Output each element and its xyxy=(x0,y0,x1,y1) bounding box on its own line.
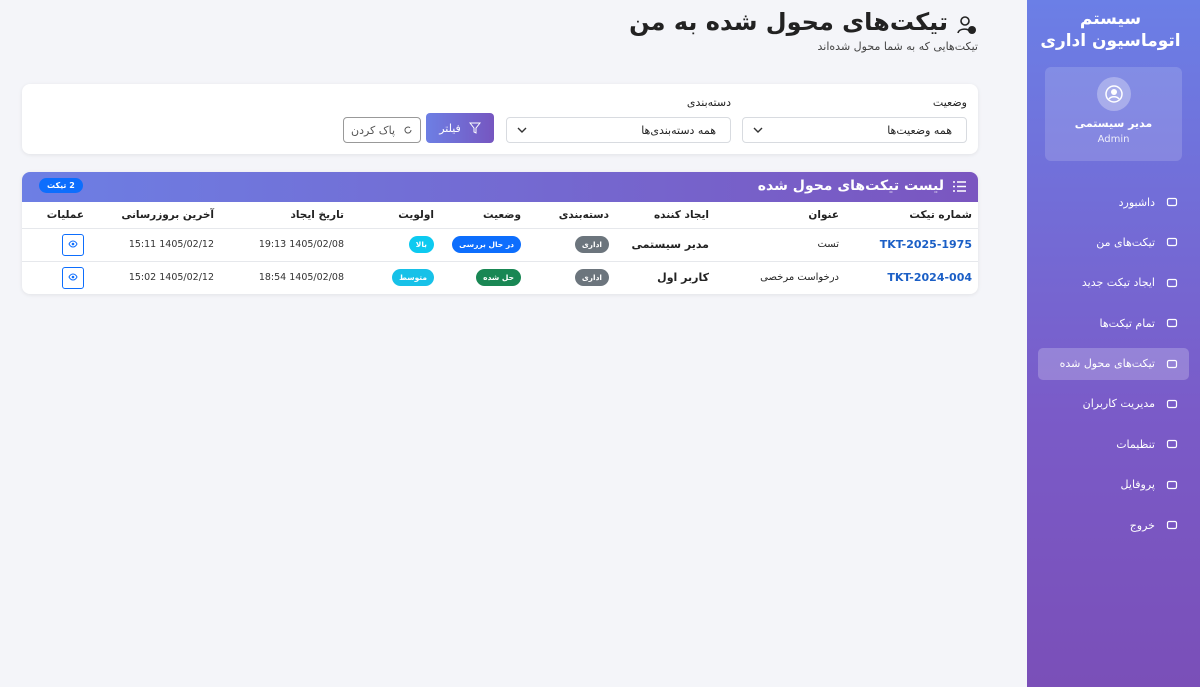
brand: سیستم اتوماسیون اداری xyxy=(1040,9,1181,51)
column-header: ایجاد کننده xyxy=(653,208,709,221)
user-name: مدیر سیستمی xyxy=(1074,117,1153,130)
menu-label: تنظیمات xyxy=(1116,437,1155,451)
cell: در حال بررسی xyxy=(440,227,527,261)
column-header: دسته‌بندی xyxy=(558,208,609,221)
updated-date: 1405/02/12 15:02 xyxy=(128,272,214,284)
category-value: همه دسته‌بندی‌ها xyxy=(641,124,716,137)
menu-item[interactable]: تیکت‌های من xyxy=(1038,226,1189,258)
priority-badge: متوسط xyxy=(392,269,434,287)
header-icon xyxy=(957,16,976,34)
menu-label: پروفایل xyxy=(1120,478,1155,492)
menu-label: داشبورد xyxy=(1118,195,1155,209)
menu-item[interactable]: مدیریت کاربران xyxy=(1038,388,1189,420)
cell: حل شده xyxy=(440,260,527,294)
menu-item[interactable]: پروفایل xyxy=(1038,469,1189,501)
ticket-creator: مدیر سیستمی xyxy=(631,238,709,251)
menu-item[interactable]: تیکت‌های محول شده xyxy=(1038,347,1189,380)
ticket-number[interactable]: TKT-2025-1975 xyxy=(879,238,972,251)
sidebar: سیستم اتوماسیون اداری مدیر سیستمی Admin … xyxy=(1027,0,1200,687)
cell: درخواست مرخصی xyxy=(715,260,845,294)
ticket-creator: کاربر اول xyxy=(657,271,709,285)
ticket-number[interactable]: TKT-2024-004 xyxy=(887,271,972,285)
status-badge: در حال بررسی xyxy=(452,236,521,253)
filter-button-text: فیلتر xyxy=(439,121,461,135)
cell: TKT-2025-1975 xyxy=(845,227,978,261)
tickets-table: شماره تیکت عنوان ایجاد کننده دسته‌بندی وضعیت… xyxy=(22,202,978,294)
cell: اداری xyxy=(527,260,615,294)
category-label: دسته‌بندی xyxy=(686,96,731,109)
category-select[interactable]: همه دسته‌بندی‌ها xyxy=(506,117,731,143)
column-header: آخرین بروزرسانی xyxy=(121,208,214,221)
avatar xyxy=(1096,77,1131,111)
category-badge: اداری xyxy=(574,236,609,253)
ticket-title: درخواست مرخصی xyxy=(760,272,839,284)
page-subtitle: تیکت‌هایی که به شما محول شده‌اند xyxy=(817,40,978,53)
header-row: شماره تیکت عنوان ایجاد کننده دسته‌بندی وضعیت… xyxy=(22,202,978,228)
user-card: مدیر سیستمی Admin xyxy=(1045,67,1182,161)
cell: تست xyxy=(715,227,845,261)
column-header: شماره تیکت xyxy=(909,208,972,221)
category-badge: اداری xyxy=(574,269,609,287)
cell: کاربر اول xyxy=(615,260,715,294)
menu-item[interactable]: تمام تیکت‌ها xyxy=(1038,307,1189,339)
menu-item[interactable]: ایجاد تیکت جدید xyxy=(1038,267,1189,299)
menu-label: تیکت‌های محول شده xyxy=(1059,357,1155,371)
menu-label: تمام تیکت‌ها xyxy=(1099,316,1156,330)
filter-card: وضعیت همه وضعیت‌ها دسته‌بندی همه دسته‌بن… xyxy=(22,84,978,154)
clear-button-text: پاک کردن xyxy=(350,123,396,137)
ticket-row: TKT-2024-004 درخواست مرخصی کاربر اول اداری ح… xyxy=(22,260,978,294)
page-title: تیکت‌های محول شده به من xyxy=(629,8,948,36)
user-role: Admin xyxy=(1097,134,1130,145)
status-select[interactable]: همه وضعیت‌ها xyxy=(742,117,967,143)
status-label: وضعیت xyxy=(932,96,967,109)
ticket-row: TKT-2025-1975 تست مدیر سیستمی اداری در حال ب… xyxy=(22,227,978,261)
menu-label: ایجاد تیکت جدید xyxy=(1081,276,1155,290)
menu: داشبورد تیکت‌های من ایجاد تیکت جدید تمام تی… xyxy=(1027,186,1200,550)
ticket-count: 2 تیکت xyxy=(39,178,83,193)
menu-item[interactable]: داشبورد xyxy=(1038,186,1189,218)
column-header: عملیات xyxy=(46,208,84,221)
view-button[interactable] xyxy=(62,233,84,256)
cell: 1405/02/12 15:02 xyxy=(90,260,220,294)
column-header: اولویت xyxy=(398,208,434,221)
list-icon xyxy=(953,181,966,192)
table-header: لیست تیکت‌های محول شده 2 تیکت xyxy=(22,172,978,202)
menu-label: تیکت‌های من xyxy=(1096,235,1155,249)
menu-item[interactable]: خروج xyxy=(1038,509,1189,541)
ticket-title: تست xyxy=(817,239,839,250)
menu-label: خروج xyxy=(1129,518,1155,532)
menu-label: مدیریت کاربران xyxy=(1082,397,1155,411)
cell: اداری xyxy=(527,227,615,261)
priority-badge: بالا xyxy=(408,236,434,253)
created-date: 1405/02/08 18:54 xyxy=(258,272,344,284)
cell xyxy=(22,260,90,294)
created-date: 1405/02/08 19:13 xyxy=(258,239,344,250)
menu-item[interactable]: تنظیمات xyxy=(1038,428,1189,460)
cell xyxy=(22,227,90,261)
cell: متوسط xyxy=(350,260,440,294)
table-body: TKT-2025-1975 تست مدیر سیستمی اداری در حال ب… xyxy=(22,227,978,294)
table-title: لیست تیکت‌های محول شده xyxy=(757,178,944,194)
cell: بالا xyxy=(350,227,440,261)
status-badge: حل شده xyxy=(476,269,521,287)
cell: TKT-2024-004 xyxy=(845,260,978,294)
column-header: تاریخ ایجاد xyxy=(290,208,344,221)
clear-button[interactable]: پاک کردن xyxy=(343,117,421,143)
column-header: عنوان xyxy=(808,208,839,221)
status-value: همه وضعیت‌ها xyxy=(887,124,952,137)
cell: مدیر سیستمی xyxy=(615,227,715,261)
cell: 1405/02/08 18:54 xyxy=(220,260,350,294)
column-header: وضعیت xyxy=(482,208,521,221)
table-card: لیست تیکت‌های محول شده 2 تیکت شماره تیکت… xyxy=(22,172,978,294)
filter-button[interactable]: فیلتر xyxy=(426,113,494,143)
cell: 1405/02/08 19:13 xyxy=(220,227,350,261)
view-button[interactable] xyxy=(62,266,84,289)
cell: 1405/02/12 15:11 xyxy=(90,227,220,261)
updated-date: 1405/02/12 15:11 xyxy=(128,239,214,250)
